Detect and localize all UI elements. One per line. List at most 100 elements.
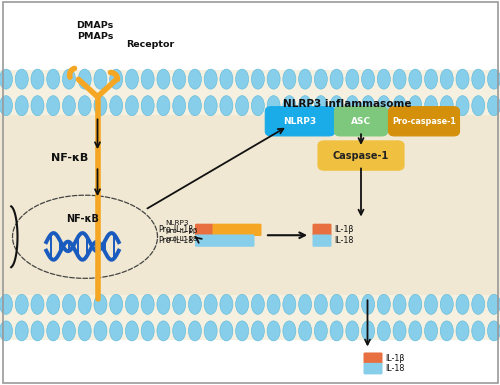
Ellipse shape bbox=[157, 69, 170, 89]
Ellipse shape bbox=[141, 294, 154, 314]
Ellipse shape bbox=[188, 96, 202, 115]
Ellipse shape bbox=[298, 69, 312, 89]
Ellipse shape bbox=[15, 96, 28, 115]
Ellipse shape bbox=[31, 321, 44, 341]
Ellipse shape bbox=[220, 96, 233, 115]
FancyBboxPatch shape bbox=[364, 363, 382, 374]
Ellipse shape bbox=[488, 321, 500, 341]
Ellipse shape bbox=[424, 96, 438, 115]
Ellipse shape bbox=[283, 321, 296, 341]
Ellipse shape bbox=[141, 96, 154, 115]
Ellipse shape bbox=[393, 321, 406, 341]
Ellipse shape bbox=[157, 294, 170, 314]
Ellipse shape bbox=[424, 294, 438, 314]
Bar bbox=[0, 70, 500, 115]
Ellipse shape bbox=[267, 321, 280, 341]
Text: Pro-caspase-1: Pro-caspase-1 bbox=[392, 117, 456, 126]
Ellipse shape bbox=[188, 321, 202, 341]
Text: Receptor: Receptor bbox=[126, 40, 174, 49]
Ellipse shape bbox=[110, 96, 122, 115]
Ellipse shape bbox=[78, 294, 91, 314]
Ellipse shape bbox=[472, 321, 485, 341]
Text: ASC: ASC bbox=[351, 117, 371, 126]
FancyBboxPatch shape bbox=[388, 107, 460, 136]
Ellipse shape bbox=[0, 69, 12, 89]
Ellipse shape bbox=[283, 96, 296, 115]
Bar bbox=[0, 296, 500, 340]
Ellipse shape bbox=[440, 321, 454, 341]
Ellipse shape bbox=[393, 69, 406, 89]
Ellipse shape bbox=[46, 321, 60, 341]
Ellipse shape bbox=[46, 96, 60, 115]
Ellipse shape bbox=[172, 96, 186, 115]
Ellipse shape bbox=[346, 69, 359, 89]
Ellipse shape bbox=[267, 69, 280, 89]
Ellipse shape bbox=[456, 321, 469, 341]
Ellipse shape bbox=[283, 69, 296, 89]
Ellipse shape bbox=[252, 321, 264, 341]
Ellipse shape bbox=[488, 294, 500, 314]
Ellipse shape bbox=[409, 321, 422, 341]
Ellipse shape bbox=[188, 294, 202, 314]
Ellipse shape bbox=[94, 294, 107, 314]
Ellipse shape bbox=[314, 96, 328, 115]
Ellipse shape bbox=[220, 321, 233, 341]
Ellipse shape bbox=[15, 69, 28, 89]
FancyBboxPatch shape bbox=[212, 224, 262, 236]
Ellipse shape bbox=[252, 69, 264, 89]
Ellipse shape bbox=[330, 321, 343, 341]
Ellipse shape bbox=[488, 96, 500, 115]
Ellipse shape bbox=[126, 321, 138, 341]
Ellipse shape bbox=[456, 96, 469, 115]
Ellipse shape bbox=[31, 96, 44, 115]
Ellipse shape bbox=[314, 69, 328, 89]
Ellipse shape bbox=[157, 321, 170, 341]
Ellipse shape bbox=[298, 294, 312, 314]
Ellipse shape bbox=[0, 96, 12, 115]
Ellipse shape bbox=[409, 294, 422, 314]
Ellipse shape bbox=[188, 69, 202, 89]
Ellipse shape bbox=[31, 69, 44, 89]
Ellipse shape bbox=[298, 96, 312, 115]
Ellipse shape bbox=[330, 294, 343, 314]
Text: IL-1β: IL-1β bbox=[334, 225, 353, 234]
Ellipse shape bbox=[472, 69, 485, 89]
Ellipse shape bbox=[283, 294, 296, 314]
Ellipse shape bbox=[94, 69, 107, 89]
Ellipse shape bbox=[220, 69, 233, 89]
Text: DMAPs
PMAPs: DMAPs PMAPs bbox=[76, 21, 114, 41]
Ellipse shape bbox=[31, 294, 44, 314]
Text: NLRP3
pro-IL-1β
pro-IL-18: NLRP3 pro-IL-1β pro-IL-18 bbox=[165, 220, 198, 242]
Ellipse shape bbox=[220, 294, 233, 314]
Ellipse shape bbox=[172, 294, 186, 314]
Text: Pro-IL-18: Pro-IL-18 bbox=[158, 236, 194, 245]
Ellipse shape bbox=[440, 294, 454, 314]
Text: IL-1β: IL-1β bbox=[385, 354, 404, 363]
Ellipse shape bbox=[314, 321, 328, 341]
Ellipse shape bbox=[472, 96, 485, 115]
Ellipse shape bbox=[141, 321, 154, 341]
FancyBboxPatch shape bbox=[265, 107, 335, 136]
Ellipse shape bbox=[236, 96, 248, 115]
Ellipse shape bbox=[456, 69, 469, 89]
Ellipse shape bbox=[409, 96, 422, 115]
Ellipse shape bbox=[393, 96, 406, 115]
Ellipse shape bbox=[330, 69, 343, 89]
Ellipse shape bbox=[126, 69, 138, 89]
Ellipse shape bbox=[378, 69, 390, 89]
Ellipse shape bbox=[46, 69, 60, 89]
Ellipse shape bbox=[172, 321, 186, 341]
Ellipse shape bbox=[94, 321, 107, 341]
Ellipse shape bbox=[62, 69, 76, 89]
Text: NLRP3: NLRP3 bbox=[284, 117, 316, 126]
Ellipse shape bbox=[62, 321, 76, 341]
Ellipse shape bbox=[252, 96, 264, 115]
Ellipse shape bbox=[15, 294, 28, 314]
FancyBboxPatch shape bbox=[195, 234, 214, 247]
Ellipse shape bbox=[126, 96, 138, 115]
Ellipse shape bbox=[236, 294, 248, 314]
Ellipse shape bbox=[409, 69, 422, 89]
Ellipse shape bbox=[456, 294, 469, 314]
Ellipse shape bbox=[378, 321, 390, 341]
Ellipse shape bbox=[236, 69, 248, 89]
